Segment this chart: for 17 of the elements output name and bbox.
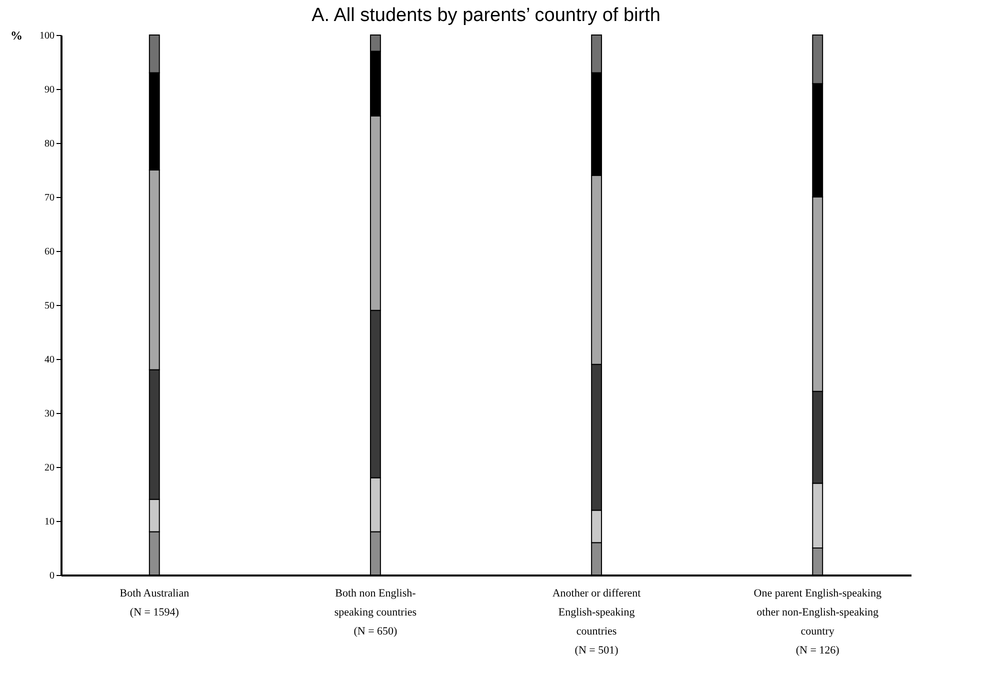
y-tick-label: 50 bbox=[44, 300, 54, 312]
y-tick-label: 100 bbox=[40, 30, 54, 42]
y-tick-label: 10 bbox=[44, 516, 54, 528]
y-tick-label: 0 bbox=[50, 570, 54, 582]
x-tick-label: Both non English- speaking countries (N = 650) bbox=[334, 588, 417, 638]
x-tick-label: One parent English-speaking other non-English-speaking country (N = 126) bbox=[754, 588, 882, 656]
y-tick-label: 20 bbox=[44, 462, 54, 474]
y-tick-label: 90 bbox=[44, 84, 54, 96]
x-tick-label: Another or different English-speaking countries (N = 501) bbox=[552, 588, 641, 656]
x-tick-label: Both Australian (N = 1594) bbox=[120, 588, 190, 618]
y-tick-label: 40 bbox=[44, 354, 54, 366]
y-tick-label: 30 bbox=[44, 408, 54, 420]
y-tick-label: 60 bbox=[44, 246, 54, 258]
y-axis-title: % bbox=[10, 28, 22, 42]
chart-title: A. All students by parents’ country of birth bbox=[312, 5, 660, 26]
y-tick-label: 80 bbox=[44, 138, 54, 150]
y-tick-label: 70 bbox=[44, 192, 54, 204]
